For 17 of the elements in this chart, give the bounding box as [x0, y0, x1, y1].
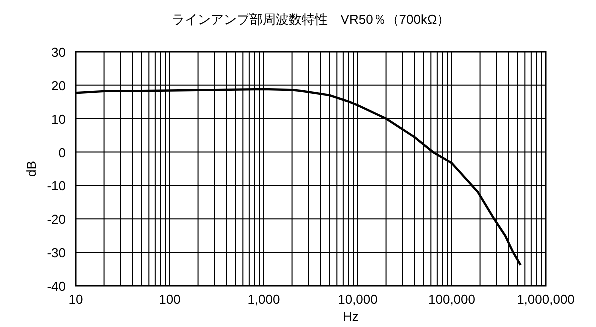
y-axis-title: dB [24, 161, 39, 177]
y-tick-label: -20 [47, 212, 66, 228]
x-tick-label: 1,000,000 [517, 292, 575, 307]
y-tick-label: 30 [52, 45, 66, 60]
y-tick-label: -40 [47, 279, 66, 294]
y-tick-label: 20 [52, 78, 66, 94]
x-tick-label: 10,000 [338, 292, 378, 307]
x-tick-label: 100 [159, 292, 181, 307]
y-tick-label: -30 [47, 246, 66, 261]
y-tick-label: 10 [52, 112, 66, 127]
y-tick-label: 0 [58, 145, 66, 160]
y-tick-label: -10 [47, 178, 66, 194]
x-tick-label: 1,000 [248, 292, 280, 307]
x-axis-title: Hz [343, 309, 359, 324]
chart-title: ラインアンプ部周波数特性 VR50％（700kΩ） [172, 12, 450, 27]
x-tick-label: 10 [68, 292, 84, 307]
x-tick-label: 100,000 [428, 292, 476, 307]
